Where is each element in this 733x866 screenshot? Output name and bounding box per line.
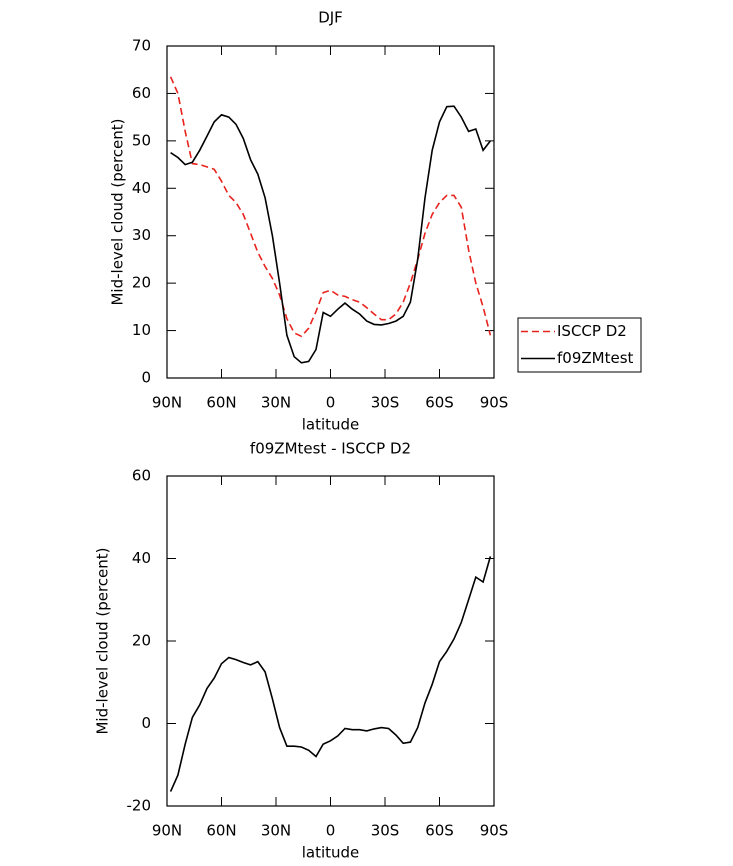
x-tick-label: 60N (206, 822, 236, 840)
x-tick-label: 90N (152, 822, 182, 840)
y-tick-label: 20 (132, 632, 151, 650)
y-axis-label: Mid-level cloud (percent) (109, 118, 127, 305)
y-axis-label: Mid-level cloud (percent) (94, 547, 112, 734)
y-tick-label: 60 (132, 84, 151, 102)
legend-label: f09ZMtest (557, 349, 634, 367)
y-tick-label: -20 (127, 797, 152, 815)
data-line (169, 556, 492, 792)
x-tick-label: 30S (371, 822, 400, 840)
legend-label: ISCCP D2 (557, 322, 627, 340)
data-line (169, 76, 492, 338)
y-tick-label: 30 (132, 226, 151, 244)
y-tick-label: 40 (132, 549, 151, 567)
y-tick-label: 10 (132, 321, 151, 339)
y-tick-label: 50 (132, 131, 151, 149)
y-tick-label: 40 (132, 179, 151, 197)
x-axis-label: latitude (302, 844, 360, 862)
chart-title: DJF (318, 9, 343, 27)
plot-frame (166, 475, 495, 807)
x-tick-label: 60N (206, 394, 236, 412)
x-axis-label: latitude (302, 416, 360, 434)
x-tick-label: 0 (326, 394, 336, 412)
x-tick-label: 60S (425, 394, 454, 412)
y-tick-label: 20 (132, 274, 151, 292)
y-tick-label: 60 (132, 467, 151, 485)
chart-title: f09ZMtest - ISCCP D2 (250, 440, 411, 458)
x-tick-label: 60S (425, 822, 454, 840)
x-tick-label: 90S (480, 394, 509, 412)
y-tick-label: 0 (141, 714, 151, 732)
y-tick-label: 70 (132, 37, 151, 55)
legend-box (517, 317, 642, 373)
x-tick-label: 30N (261, 394, 291, 412)
x-tick-label: 90S (480, 822, 509, 840)
x-tick-label: 90N (152, 394, 182, 412)
y-tick-label: 0 (141, 369, 151, 387)
x-tick-label: 0 (326, 822, 336, 840)
plot-frame (166, 45, 495, 379)
data-line (170, 105, 492, 364)
x-tick-label: 30S (371, 394, 400, 412)
x-tick-label: 30N (261, 822, 291, 840)
